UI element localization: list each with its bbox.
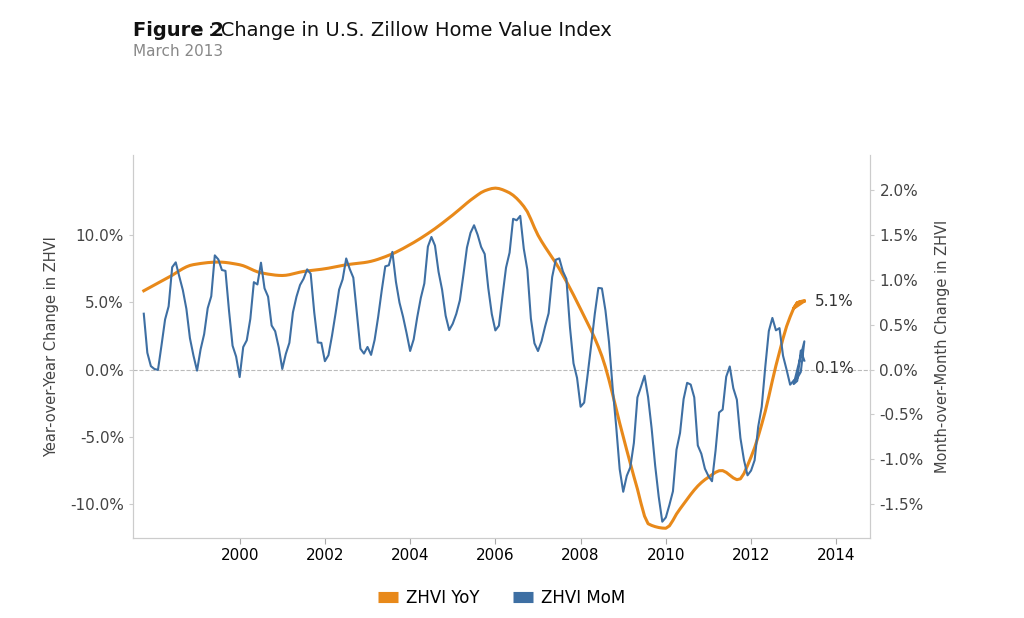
Legend: ZHVI YoY, ZHVI MoM: ZHVI YoY, ZHVI MoM <box>372 582 632 614</box>
Y-axis label: Year-over-Year Change in ZHVI: Year-over-Year Change in ZHVI <box>44 235 59 457</box>
Text: March 2013: March 2013 <box>133 44 223 59</box>
Text: 0.1%: 0.1% <box>815 361 854 376</box>
Text: : Change in U.S. Zillow Home Value Index: : Change in U.S. Zillow Home Value Index <box>208 21 611 40</box>
Text: Figure 2: Figure 2 <box>133 21 224 40</box>
Text: 5.1%: 5.1% <box>815 294 854 308</box>
Y-axis label: Month-over-Month Change in ZHVI: Month-over-Month Change in ZHVI <box>935 219 950 473</box>
